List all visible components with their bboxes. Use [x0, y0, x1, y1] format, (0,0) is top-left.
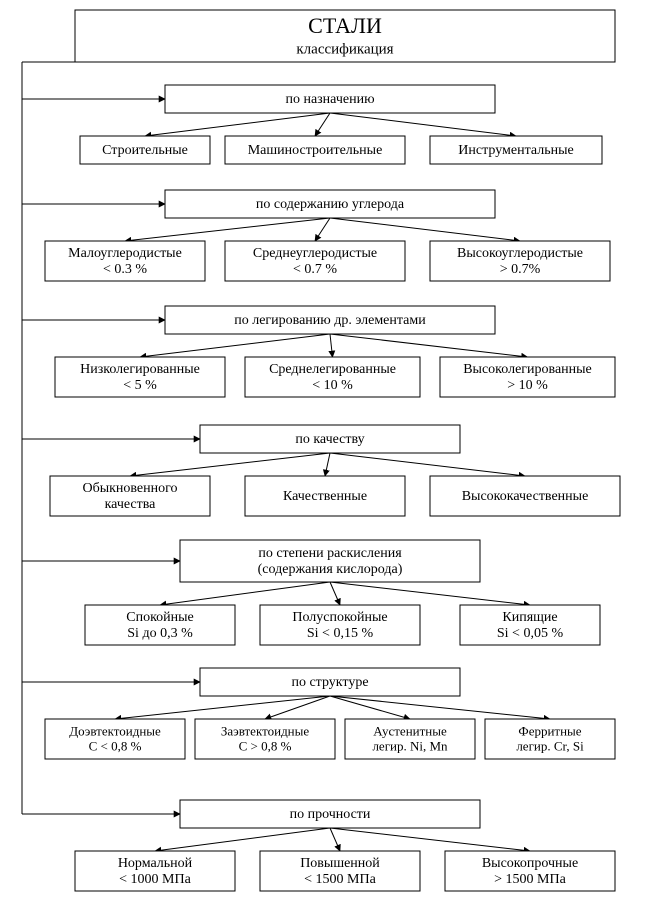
fan-alloy-high-alloy: [330, 334, 528, 357]
section-header-label-strength: по прочности: [290, 807, 371, 822]
child-label-ordinary-1: качества: [105, 497, 157, 512]
child-label-boiling-1: Si < 0,05 %: [497, 626, 564, 641]
fan-quality-high-quality: [330, 453, 525, 476]
child-label-hyper-0: Заэвтектоидные: [221, 723, 310, 738]
section-header-label-quality: по качеству: [295, 432, 364, 447]
child-label-austenite-1: легир. Ni, Mn: [372, 738, 448, 753]
child-label-construction: Строительные: [102, 143, 188, 158]
header-subtitle: классификация: [296, 41, 393, 57]
child-label-ferrite-1: легир. Cr, Si: [516, 738, 584, 753]
child-label-semicalm-1: Si < 0,15 %: [307, 626, 374, 641]
child-label-ultra-str-1: > 1500 МПа: [494, 872, 566, 887]
child-label-qualitative: Качественные: [283, 489, 367, 504]
child-label-tool: Инструментальные: [458, 143, 573, 158]
child-label-high-alloy-1: > 10 %: [507, 378, 548, 393]
child-label-mid-carbon-0: Среднеуглеродистые: [253, 246, 377, 261]
child-label-ultra-str-0: Высокопрочные: [482, 856, 578, 871]
child-label-hypo-0: Доэвтектоидные: [69, 723, 161, 738]
section-header-label-structure: по структуре: [291, 675, 368, 690]
section-header-label-alloy: по легированию др. элементами: [234, 313, 426, 328]
fan-carbon-low-carbon: [125, 218, 330, 241]
section-header-label-deox-1: (содержания кислорода): [258, 562, 403, 577]
section-header-label-purpose: по назначению: [285, 92, 374, 107]
fan-quality-qualitative: [325, 453, 330, 476]
section-header-label-carbon: по содержанию углерода: [256, 197, 405, 212]
fan-purpose-tool: [330, 113, 516, 136]
child-label-ordinary-0: Обыкновенного: [82, 481, 177, 496]
fan-quality-ordinary: [130, 453, 330, 476]
child-label-hypo-1: С < 0,8 %: [89, 738, 142, 753]
child-label-austenite-0: Аустенитные: [373, 723, 447, 738]
child-label-high-quality: Высококачественные: [462, 489, 589, 504]
child-label-high-alloy-0: Высоколегированные: [463, 362, 592, 377]
fan-deox-semicalm: [330, 582, 340, 605]
child-label-low-carbon-0: Малоуглеродистые: [68, 246, 182, 261]
header-title: СТАЛИ: [308, 13, 382, 38]
child-label-normal-str-0: Нормальной: [118, 856, 193, 871]
fan-purpose-engineering: [315, 113, 330, 136]
fan-strength-high-str: [330, 828, 340, 851]
child-label-high-carbon-0: Высокоуглеродистые: [457, 246, 583, 261]
child-label-boiling-0: Кипящие: [502, 610, 557, 625]
child-label-high-str-0: Повышенной: [300, 856, 380, 871]
fan-structure-austenite: [330, 696, 410, 719]
child-label-mid-alloy-1: < 10 %: [312, 378, 353, 393]
child-label-mid-carbon-1: < 0.7 %: [293, 262, 337, 277]
child-label-high-carbon-1: > 0.7%: [500, 262, 541, 277]
fan-alloy-low-alloy: [140, 334, 330, 357]
child-label-ferrite-0: Ферритные: [518, 723, 581, 738]
fan-strength-ultra-str: [330, 828, 530, 851]
child-label-calm-1: Si до 0,3 %: [127, 626, 193, 641]
child-label-hyper-1: С > 0,8 %: [239, 738, 292, 753]
section-header-label-deox-0: по степени раскисления: [258, 546, 402, 561]
fan-carbon-mid-carbon: [315, 218, 330, 241]
fan-strength-normal-str: [155, 828, 330, 851]
fan-structure-ferrite: [330, 696, 550, 719]
child-label-low-alloy-1: < 5 %: [123, 378, 157, 393]
child-label-engineering: Машиностроительные: [248, 143, 383, 158]
fan-alloy-mid-alloy: [330, 334, 333, 357]
child-label-low-carbon-1: < 0.3 %: [103, 262, 147, 277]
fan-purpose-construction: [145, 113, 330, 136]
child-label-normal-str-1: < 1000 МПа: [119, 872, 191, 887]
child-label-low-alloy-0: Низколегированные: [80, 362, 200, 377]
fan-carbon-high-carbon: [330, 218, 520, 241]
fan-deox-boiling: [330, 582, 530, 605]
child-label-semicalm-0: Полуспокойные: [292, 610, 387, 625]
child-label-high-str-1: < 1500 МПа: [304, 872, 376, 887]
child-label-calm-0: Спокойные: [126, 610, 194, 625]
child-label-mid-alloy-0: Среднелегированные: [269, 362, 396, 377]
fan-deox-calm: [160, 582, 330, 605]
